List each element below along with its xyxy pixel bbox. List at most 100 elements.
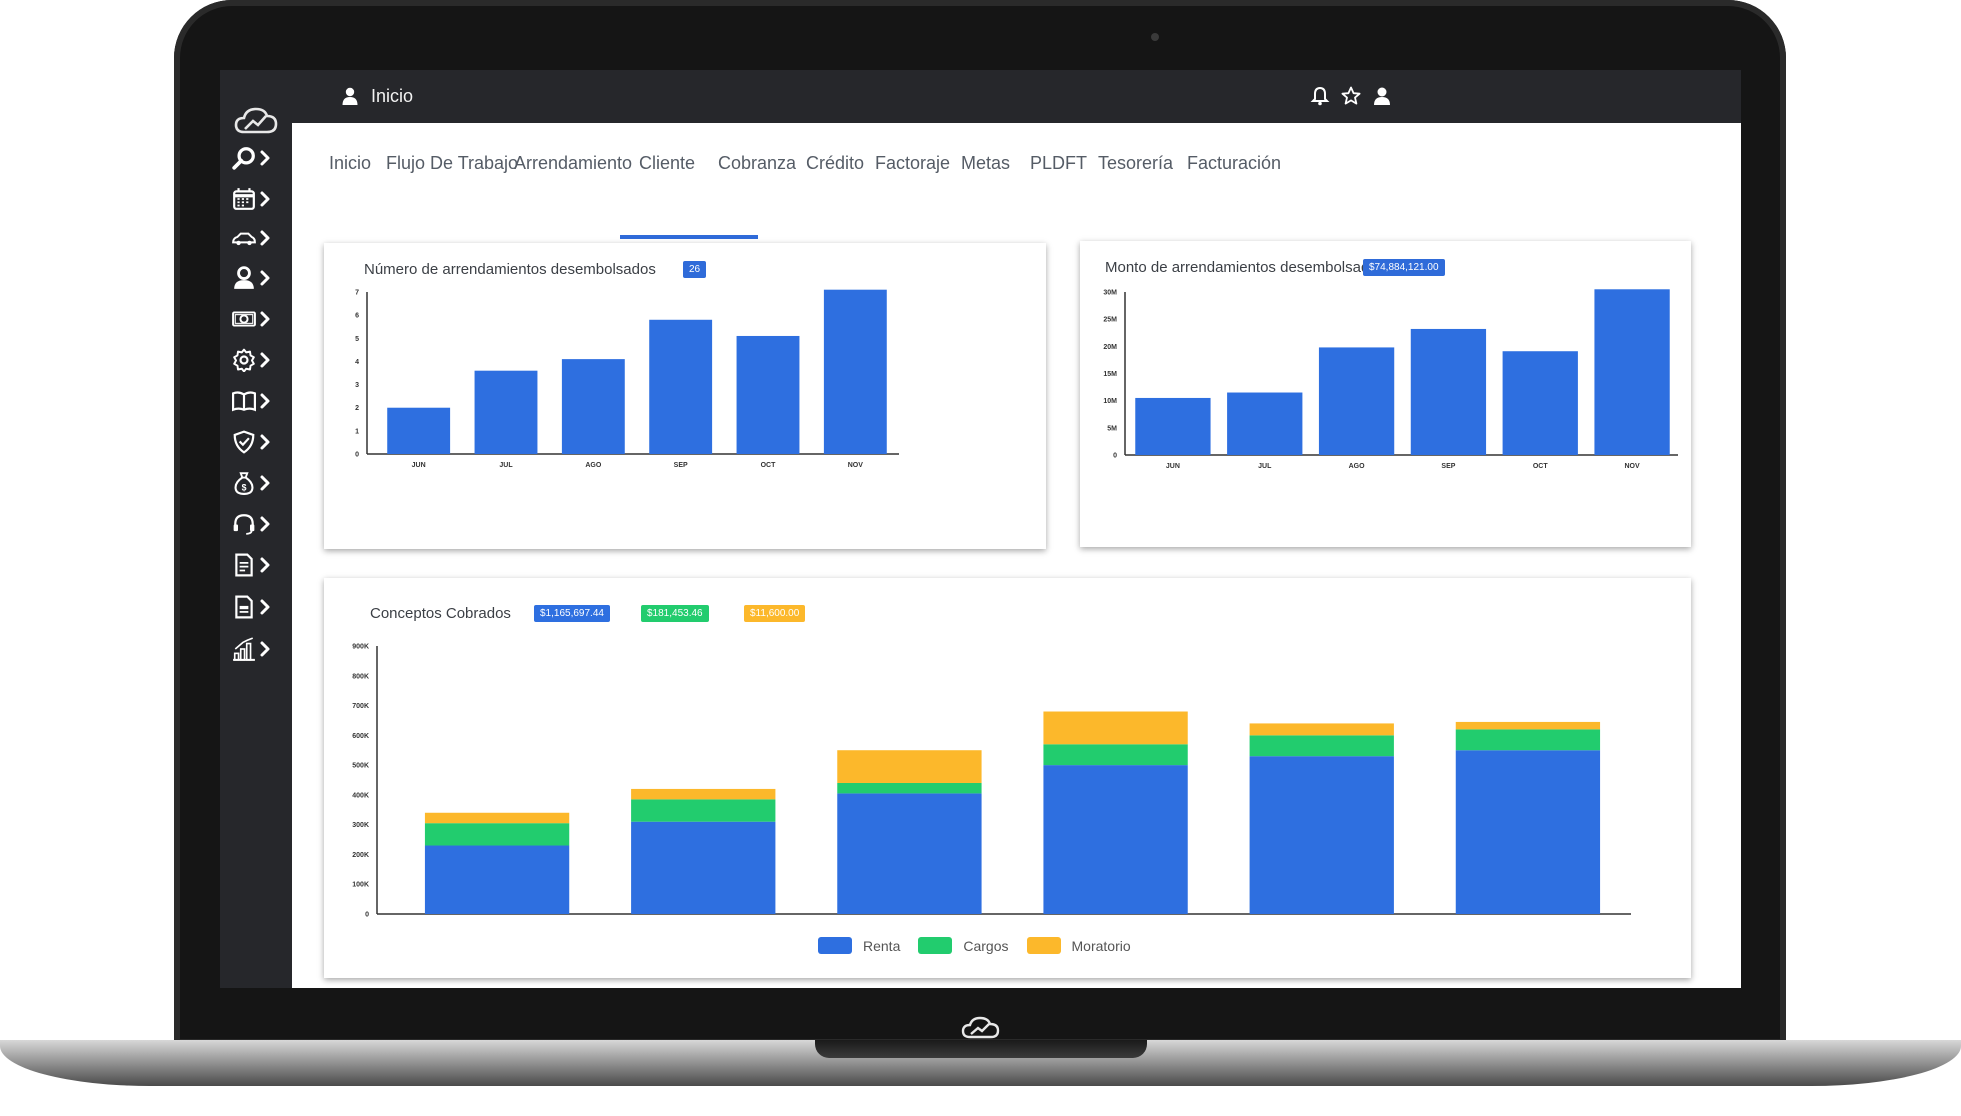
sidebar-item-document[interactable] bbox=[232, 548, 284, 582]
sidebar-item-shield[interactable] bbox=[232, 425, 284, 459]
tab-credito[interactable]: Crédito bbox=[806, 153, 865, 173]
y-tick-label: 25M bbox=[1103, 317, 1117, 324]
x-tick-label: JUL bbox=[499, 462, 513, 469]
user-icon[interactable] bbox=[1372, 86, 1392, 106]
chevron-right-icon bbox=[260, 270, 270, 286]
y-tick-label: 700K bbox=[352, 703, 369, 710]
chevron-right-icon bbox=[260, 475, 270, 491]
star-icon[interactable] bbox=[1341, 86, 1361, 106]
sidebar-item-report[interactable] bbox=[232, 590, 284, 624]
y-tick-label: 30M bbox=[1103, 290, 1117, 297]
sidebar-item-chart-growth[interactable] bbox=[232, 632, 284, 666]
bar bbox=[823, 289, 887, 454]
y-tick-label: 200K bbox=[352, 852, 369, 859]
chevron-right-icon bbox=[260, 230, 270, 246]
bar-renta bbox=[1043, 765, 1188, 914]
app-screen: $ Inicio Inicio Flujo De Trabajo Arrenda… bbox=[220, 70, 1741, 988]
amount-badge: $74,884,121.00 bbox=[1363, 259, 1445, 276]
sidebar-item-calendar[interactable] bbox=[232, 182, 284, 216]
legend-item-moratorio[interactable]: Moratorio bbox=[1026, 937, 1131, 954]
bar-renta bbox=[424, 845, 570, 914]
cloud-logo-icon[interactable] bbox=[234, 104, 278, 138]
y-tick-label: 1 bbox=[355, 428, 359, 435]
tab-facturacion[interactable]: Facturación bbox=[1187, 153, 1282, 173]
legend-swatch bbox=[918, 937, 953, 954]
report-icon bbox=[235, 595, 253, 619]
renta-total-badge: $1,165,697.44 bbox=[534, 605, 610, 622]
laptop-notch bbox=[815, 1040, 1147, 1058]
y-tick-label: 6 bbox=[355, 313, 359, 320]
chevron-right-icon bbox=[260, 516, 270, 532]
sidebar-item-book[interactable] bbox=[232, 384, 284, 418]
legend-item-cargos[interactable]: Cargos bbox=[918, 937, 1009, 954]
y-tick-label: 900K bbox=[352, 644, 369, 651]
y-tick-label: 5M bbox=[1107, 425, 1117, 432]
legend-swatch bbox=[1026, 937, 1061, 954]
y-tick-label: 500K bbox=[352, 763, 369, 770]
tab-factoraje[interactable]: Factoraje bbox=[875, 153, 951, 173]
tab-pldft[interactable]: PLDFT bbox=[1030, 153, 1088, 173]
y-tick-label: 7 bbox=[355, 290, 359, 297]
sidebar-item-user[interactable] bbox=[232, 261, 284, 295]
bar bbox=[1594, 289, 1670, 455]
document-icon bbox=[235, 553, 253, 577]
tab-arrendamiento[interactable]: Arrendamiento bbox=[514, 153, 633, 173]
bar-cargos bbox=[631, 799, 776, 822]
sidebar-item-headset[interactable] bbox=[232, 507, 284, 541]
sidebar: $ bbox=[220, 70, 292, 988]
chart-growth-icon bbox=[233, 637, 255, 661]
sidebar-item-car[interactable] bbox=[232, 221, 284, 255]
bar bbox=[474, 370, 538, 454]
legend-item-renta[interactable]: Renta bbox=[818, 937, 900, 954]
calendar-icon bbox=[233, 188, 255, 210]
tab-inicio[interactable]: Inicio bbox=[329, 153, 372, 173]
tab-cliente[interactable]: Cliente bbox=[639, 153, 696, 173]
bar-cargos bbox=[424, 823, 570, 846]
bar-moratorio bbox=[424, 812, 570, 824]
chevron-right-icon bbox=[260, 393, 270, 409]
bar-cargos bbox=[837, 782, 982, 794]
tab-flujo-de-trabajo[interactable]: Flujo De Trabajo bbox=[386, 153, 519, 173]
cloud-logo-icon bbox=[961, 1016, 1000, 1039]
chart-legend: Renta Cargos Moratorio bbox=[818, 937, 1149, 954]
bar-moratorio bbox=[631, 788, 776, 800]
sidebar-item-search[interactable] bbox=[232, 141, 284, 175]
bar-cargos bbox=[1043, 744, 1188, 766]
page-title: Inicio bbox=[371, 86, 414, 106]
bar bbox=[561, 359, 625, 454]
x-tick-label: JUL bbox=[1258, 463, 1272, 470]
sidebar-item-money-bag[interactable]: $ bbox=[232, 466, 284, 500]
card-title: Monto de arrendamientos desembolsados bbox=[1105, 259, 1386, 276]
bar-moratorio bbox=[1043, 711, 1188, 745]
bar bbox=[649, 319, 713, 454]
tab-bar: Inicio Flujo De Trabajo Arrendamiento Cl… bbox=[292, 123, 1741, 239]
bar bbox=[1318, 347, 1395, 455]
money-icon bbox=[232, 311, 256, 327]
y-tick-label: 300K bbox=[352, 822, 369, 829]
chevron-right-icon bbox=[260, 641, 270, 657]
card-monto-arrendamientos: Monto de arrendamientos desembolsados $7… bbox=[1080, 241, 1691, 547]
chevron-right-icon bbox=[260, 150, 270, 166]
bar-chart-numero: 0 1 2 3 4 5 6 7 JUN JUL AGO SEP OCT NOV bbox=[355, 289, 899, 469]
bell-icon[interactable] bbox=[1310, 86, 1330, 106]
bar bbox=[1410, 328, 1487, 455]
bar-renta bbox=[1455, 750, 1601, 914]
bar bbox=[1227, 392, 1303, 455]
chevron-right-icon bbox=[260, 557, 270, 573]
tab-metas[interactable]: Metas bbox=[961, 153, 1011, 173]
tab-cobranza[interactable]: Cobranza bbox=[718, 153, 797, 173]
bar-cargos bbox=[1455, 729, 1601, 751]
y-tick-label: 3 bbox=[355, 382, 359, 389]
sidebar-item-money[interactable] bbox=[232, 302, 284, 336]
sidebar-item-gear[interactable] bbox=[232, 343, 284, 377]
chevron-right-icon bbox=[260, 191, 270, 207]
legend-label: Moratorio bbox=[1071, 937, 1131, 954]
bar-moratorio bbox=[1455, 721, 1601, 730]
user-icon bbox=[342, 87, 358, 105]
chevron-right-icon bbox=[260, 352, 270, 368]
tab-tesoreria[interactable]: Tesorería bbox=[1098, 153, 1174, 173]
svg-text:$: $ bbox=[242, 483, 247, 493]
legend-swatch bbox=[818, 937, 852, 954]
x-tick-label: JUN bbox=[1166, 463, 1180, 470]
y-tick-label: 600K bbox=[352, 733, 369, 740]
